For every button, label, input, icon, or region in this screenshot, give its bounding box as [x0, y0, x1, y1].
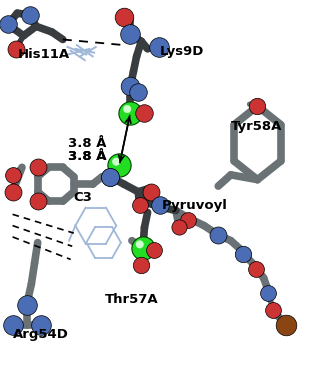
Point — [148, 189, 153, 195]
Text: Thr57A: Thr57A — [105, 293, 159, 306]
Point — [10, 172, 15, 178]
Point — [13, 46, 18, 52]
Point — [283, 322, 288, 328]
Point — [176, 224, 181, 230]
Point — [125, 106, 130, 112]
Point — [5, 21, 10, 27]
Point — [140, 245, 145, 251]
Point — [128, 83, 133, 89]
Point — [35, 198, 40, 204]
Text: Lys9D: Lys9D — [160, 44, 204, 58]
Point — [114, 159, 119, 165]
Point — [122, 14, 127, 20]
Text: His11A: His11A — [17, 48, 69, 61]
Point — [128, 110, 133, 116]
Point — [27, 12, 32, 18]
Point — [128, 31, 133, 37]
Point — [35, 164, 40, 170]
Text: 3.8 A: 3.8 A — [68, 150, 106, 163]
Point — [255, 103, 260, 109]
Point — [241, 251, 246, 257]
Point — [139, 262, 144, 268]
Point — [107, 174, 112, 180]
Point — [107, 174, 112, 180]
Point — [117, 162, 122, 168]
Point — [216, 232, 221, 238]
Point — [10, 322, 15, 328]
Point — [266, 290, 271, 296]
Point — [38, 322, 43, 328]
Text: 3.8 Å: 3.8 Å — [68, 136, 106, 150]
Point — [253, 266, 258, 272]
Point — [137, 202, 142, 208]
Point — [137, 241, 142, 247]
Point — [142, 110, 147, 116]
Point — [186, 217, 191, 223]
Text: Tyr58A: Tyr58A — [231, 120, 282, 133]
Text: Arg54D: Arg54D — [13, 328, 68, 341]
Text: C3: C3 — [74, 191, 93, 204]
Text: Pyruvoyl: Pyruvoyl — [162, 199, 228, 212]
Text: 3.8 Å: 3.8 Å — [68, 150, 106, 163]
Point — [10, 189, 15, 195]
Point — [156, 44, 161, 50]
Point — [136, 89, 141, 95]
Point — [24, 302, 29, 308]
Point — [151, 247, 156, 253]
Point — [271, 307, 276, 313]
Point — [158, 202, 163, 208]
